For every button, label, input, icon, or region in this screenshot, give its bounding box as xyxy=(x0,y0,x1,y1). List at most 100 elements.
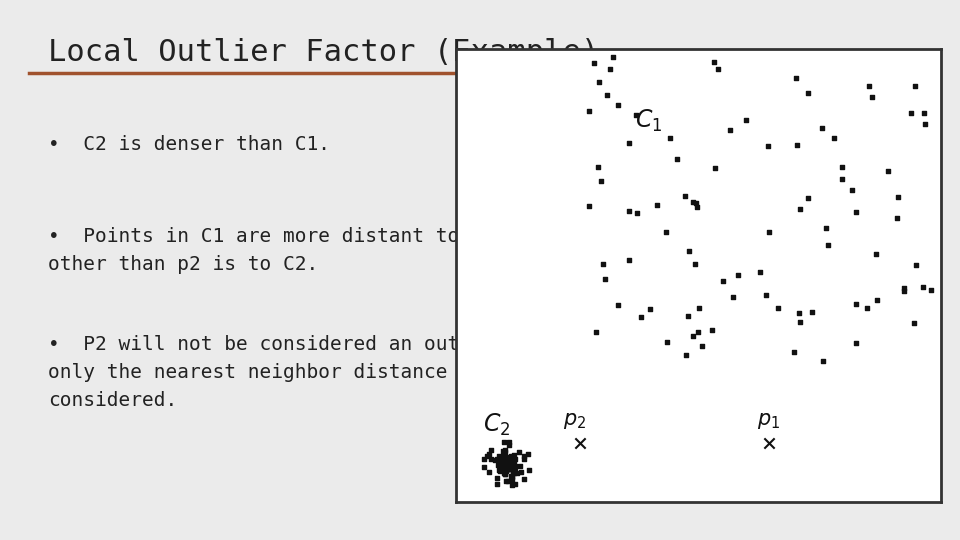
Point xyxy=(611,100,626,109)
Point xyxy=(669,154,684,163)
Point xyxy=(497,446,513,455)
Point xyxy=(502,441,517,450)
Point xyxy=(499,460,515,468)
Point xyxy=(924,286,939,295)
Point xyxy=(690,327,706,336)
Point xyxy=(753,268,768,276)
Point xyxy=(500,457,516,466)
Point xyxy=(504,457,519,466)
Point xyxy=(499,461,515,469)
Point xyxy=(707,58,722,66)
Text: $C_1$: $C_1$ xyxy=(636,107,662,134)
Point xyxy=(845,186,860,195)
Point xyxy=(501,453,516,461)
Point xyxy=(804,307,820,316)
Point xyxy=(496,458,512,467)
Point xyxy=(660,338,675,346)
Point xyxy=(502,461,517,470)
Point xyxy=(496,458,512,467)
Point xyxy=(503,452,518,461)
Point xyxy=(861,82,876,90)
Point xyxy=(730,271,745,279)
Point xyxy=(491,458,506,467)
Point xyxy=(821,241,836,249)
Point xyxy=(501,462,516,471)
Point xyxy=(597,274,612,283)
Point xyxy=(705,326,720,334)
Point xyxy=(662,134,678,143)
Point xyxy=(889,214,904,222)
Point xyxy=(499,463,515,471)
Point xyxy=(826,133,841,142)
Point xyxy=(520,450,536,458)
Point xyxy=(521,465,537,474)
Point xyxy=(725,292,740,301)
Point xyxy=(497,448,513,457)
Point xyxy=(499,463,515,472)
Point xyxy=(481,449,496,458)
Point xyxy=(786,347,802,356)
Point xyxy=(497,459,513,468)
Point xyxy=(493,458,509,467)
Point xyxy=(687,260,703,269)
Point xyxy=(761,228,777,237)
Point xyxy=(496,453,512,462)
Point xyxy=(497,470,513,478)
Point xyxy=(503,461,518,469)
Point xyxy=(801,194,816,202)
Point xyxy=(510,469,525,478)
Point xyxy=(494,459,510,468)
Point xyxy=(500,459,516,468)
Point xyxy=(581,106,596,115)
Point xyxy=(695,342,710,350)
Point xyxy=(496,448,512,457)
Point xyxy=(642,305,658,313)
Point xyxy=(496,460,512,469)
Point xyxy=(849,300,864,308)
Point xyxy=(503,455,518,463)
Point xyxy=(499,459,515,468)
Point xyxy=(506,468,521,477)
Point xyxy=(593,177,609,186)
Text: •  Points in C1 are more distant to each
other than p2 is to C2.: • Points in C1 are more distant to each … xyxy=(48,227,518,274)
Point xyxy=(496,453,512,462)
Point xyxy=(501,460,516,468)
Point xyxy=(496,459,512,468)
Point xyxy=(870,295,885,304)
Point xyxy=(723,125,738,134)
Point xyxy=(499,460,515,469)
Point xyxy=(499,459,515,468)
Point xyxy=(492,467,507,476)
Point xyxy=(685,331,701,340)
Point xyxy=(496,460,512,469)
Point xyxy=(503,453,518,462)
Point xyxy=(508,480,523,488)
Point xyxy=(492,456,508,464)
Point xyxy=(599,91,614,99)
Point xyxy=(501,437,516,446)
Point xyxy=(849,207,864,216)
Point xyxy=(629,111,644,119)
Point xyxy=(860,303,876,312)
Point xyxy=(479,452,494,461)
Point xyxy=(710,64,726,73)
Point xyxy=(497,460,513,468)
Point xyxy=(818,224,833,233)
Point xyxy=(496,458,512,467)
Point xyxy=(572,439,588,448)
Point xyxy=(649,201,664,210)
Point xyxy=(513,462,528,471)
Point xyxy=(816,356,831,365)
Point xyxy=(679,350,694,359)
Point xyxy=(499,459,515,468)
Point xyxy=(492,460,508,469)
Point xyxy=(507,462,522,470)
Point xyxy=(496,438,512,447)
Point xyxy=(918,119,933,128)
Point xyxy=(788,73,804,82)
Point xyxy=(500,458,516,467)
Point xyxy=(496,458,512,467)
Point xyxy=(497,461,513,469)
Point xyxy=(506,450,521,459)
Point xyxy=(491,456,506,464)
